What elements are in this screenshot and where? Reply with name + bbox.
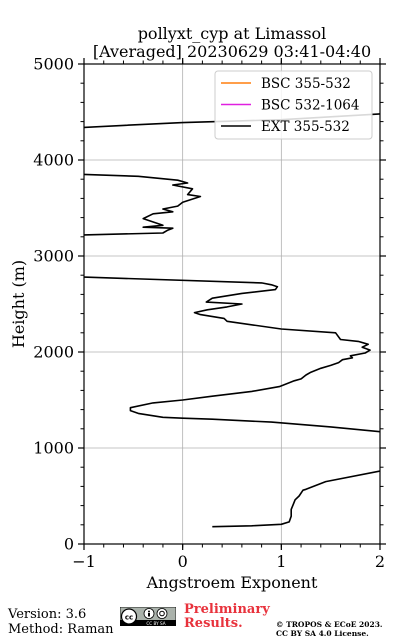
legend-label-1: BSC 532-1064 [261, 98, 359, 114]
x-tick-label: 0 [178, 552, 188, 571]
y-tick-label: 1000 [33, 439, 74, 458]
legend-box [214, 70, 373, 140]
chart-title-line1: pollyxt_cyp at Limassol [138, 24, 327, 43]
cc-license-badge-icon: cc CC BY SA [120, 607, 176, 626]
method-label: Method: Raman [8, 622, 114, 637]
x-tick-label: 2 [375, 552, 385, 571]
x-tick-label: −1 [72, 552, 96, 571]
license-badge-text: CC BY SA [146, 621, 165, 626]
y-axis-label: Height (m) [9, 260, 28, 348]
copyright-line1: © TROPOS & ECoE 2023. [276, 620, 383, 629]
series-line-2 [84, 113, 380, 528]
preliminary-results-note: Preliminary Results. [184, 603, 270, 631]
preliminary-line1: Preliminary [184, 602, 270, 617]
y-tick-label: 3000 [33, 247, 74, 266]
legend: BSC 355-532 BSC 532-1064 EXT 355-532 [214, 70, 373, 140]
series-layer [84, 113, 380, 528]
copyright-line2: CC BY SA 4.0 License. [276, 629, 369, 638]
copyright-note: © TROPOS & ECoE 2023. CC BY SA 4.0 Licen… [276, 620, 383, 638]
x-tick-label: 1 [276, 552, 286, 571]
angstroem-profile-chart: pollyxt_cyp at Limassol [Averaged] 20230… [9, 24, 386, 592]
plot-frame [83, 63, 381, 545]
preliminary-line2: Results. [184, 616, 243, 631]
chart-title-line2: [Averaged] 20230629 03:41-04:40 [93, 42, 371, 61]
svg-text:cc: cc [125, 614, 133, 622]
y-tick-label: 2000 [33, 343, 74, 362]
version-label: Version: 3.6 [8, 607, 87, 622]
y-tick-label: 5000 [33, 55, 74, 74]
y-tick-label: 4000 [33, 151, 74, 170]
y-tick-label: 0 [64, 535, 74, 554]
legend-label-0: BSC 355-532 [261, 76, 351, 92]
x-axis-label: Angstroem Exponent [146, 573, 318, 592]
legend-label-2: EXT 355-532 [261, 119, 350, 135]
